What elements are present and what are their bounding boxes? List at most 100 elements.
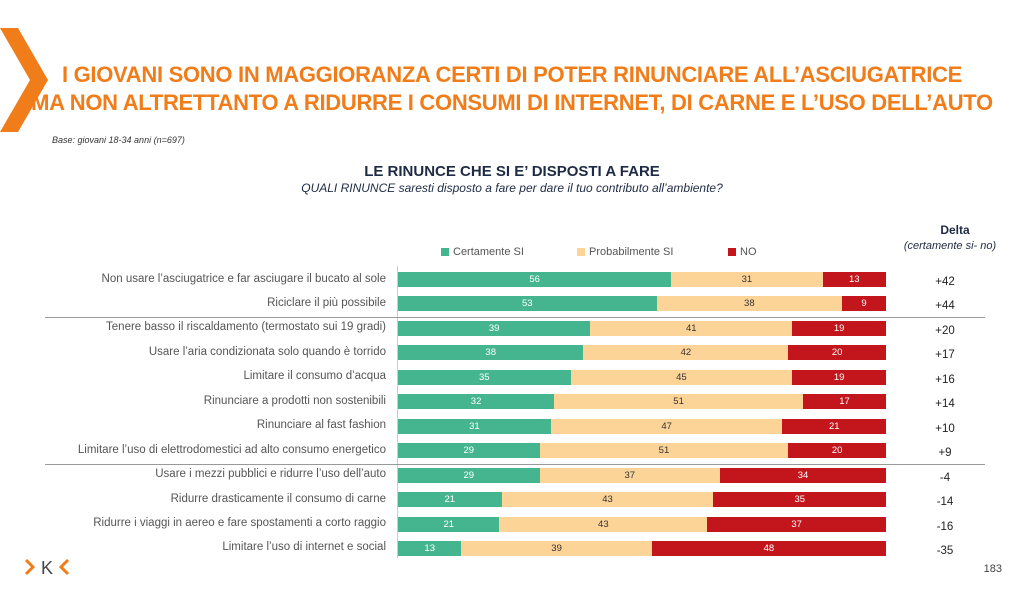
category-label: Usare i mezzi pubblici e ridurre l’uso d… [155, 468, 386, 481]
data-label: 21 [443, 518, 455, 530]
bar-no: 13 [822, 272, 886, 287]
legend-label: Probabilmente SI [589, 246, 674, 258]
data-label: 38 [744, 298, 755, 310]
bar-no: 9 [842, 296, 886, 312]
legend-swatch [441, 248, 449, 256]
title-line-1: I GIOVANI SONO IN MAGGIORANZA CERTI DI P… [62, 62, 962, 87]
chart-axis [397, 266, 398, 558]
data-label: 21 [444, 494, 456, 506]
data-label: 19 [833, 322, 845, 334]
data-label: 48 [763, 542, 775, 554]
data-label: 45 [676, 371, 687, 383]
data-label: 21 [828, 420, 840, 432]
data-label: 51 [673, 396, 684, 408]
category-label: Limitare il consumo d’acqua [243, 370, 386, 383]
legend-certamente: Certamente SI [441, 246, 524, 258]
data-label: 35 [478, 371, 490, 383]
base-note: Base: giovani 18-34 anni (n=697) [52, 135, 185, 145]
category-label: Limitare l’uso di elettrodomestici ad al… [77, 443, 386, 456]
delta-value: -14 [936, 496, 954, 509]
bar-certamente: 21 [398, 516, 500, 532]
bar-probabilmente: 45 [570, 369, 793, 385]
delta-value: +44 [935, 300, 955, 313]
delta-value: +20 [935, 324, 955, 337]
delta-header: Delta [940, 223, 970, 237]
legend-swatch [728, 248, 736, 256]
bar-certamente: 56 [398, 272, 672, 287]
bar-no: 48 [651, 540, 886, 556]
title-line-2: MA NON ALTRETTANTO A RIDURRE I CONSUMI D… [31, 90, 993, 115]
data-label: 43 [598, 518, 609, 530]
category-label: Tenere basso il riscaldamento (termostat… [106, 321, 386, 334]
logo-icon: K [24, 558, 70, 578]
chart-title: LE RINUNCE CHE SI E’ DISPOSTI A FARE [364, 163, 660, 180]
bar-certamente: 35 [398, 369, 571, 385]
data-label: 43 [602, 494, 613, 506]
bar-no: 20 [788, 443, 886, 459]
delta-value: +42 [935, 276, 955, 288]
category-label: Ridurre i viaggi in aereo e fare spostam… [93, 517, 386, 529]
data-label: 13 [424, 542, 435, 554]
bar-certamente: 38 [398, 345, 584, 361]
data-label: 20 [831, 445, 843, 457]
legend-swatch [577, 248, 585, 256]
legend-label: Certamente SI [453, 246, 524, 258]
category-label: Rinunciare a prodotti non sostenibili [203, 394, 386, 407]
data-label: 19 [833, 371, 845, 383]
bar-no: 37 [707, 516, 886, 532]
legend-no: NO [728, 246, 757, 258]
data-label: 51 [658, 445, 670, 457]
delta-subheader: (certamente si- no) [903, 240, 997, 252]
delta-value: +14 [935, 398, 955, 411]
delta-value: -35 [936, 544, 954, 557]
group-separator [45, 316, 985, 318]
bar-probabilmente: 43 [499, 516, 708, 532]
legend-label: NO [740, 246, 757, 258]
data-label: 9 [861, 298, 867, 310]
bar-probabilmente: 39 [461, 540, 652, 556]
bar-no: 35 [713, 492, 886, 508]
chevron-decoration-icon [0, 28, 48, 132]
bar-probabilmente: 38 [656, 296, 843, 312]
bar-no: 19 [792, 320, 886, 336]
data-label: 37 [624, 469, 636, 481]
chart-subtitle: QUALI RINUNCE saresti disposto a fare pe… [301, 181, 723, 195]
bar-probabilmente: 41 [590, 320, 793, 336]
bar-probabilmente: 47 [550, 418, 783, 434]
delta-value: +16 [935, 373, 955, 386]
data-label: 37 [791, 518, 802, 530]
category-label: Non usare l’asciugatrice e far asciugare… [101, 272, 386, 285]
data-label: 34 [797, 469, 809, 481]
bar-certamente: 21 [398, 492, 502, 508]
bar-probabilmente: 43 [501, 492, 714, 508]
bar-probabilmente: 51 [554, 394, 804, 410]
data-label: 20 [831, 347, 843, 359]
bar-certamente: 13 [398, 540, 462, 556]
bar-probabilmente: 31 [671, 272, 823, 287]
data-label: 47 [661, 420, 672, 432]
delta-value: +10 [935, 422, 955, 435]
delta-value: +9 [938, 447, 952, 460]
bar-certamente: 53 [398, 296, 657, 312]
delta-value: +17 [935, 349, 955, 362]
data-label: 41 [685, 322, 697, 334]
data-label: 39 [488, 322, 500, 334]
page-number: 183 [983, 563, 1002, 575]
bar-certamente: 32 [398, 394, 555, 410]
data-label: 13 [848, 274, 860, 285]
data-label: 32 [470, 396, 482, 408]
data-label: 39 [551, 542, 562, 554]
data-label: 42 [680, 347, 692, 359]
bar-no: 34 [720, 467, 886, 483]
bar-probabilmente: 37 [539, 467, 721, 483]
category-label: Riciclare il più possibile [267, 296, 386, 309]
data-label: 29 [463, 469, 475, 481]
bar-certamente: 29 [398, 467, 540, 483]
data-label: 31 [741, 274, 753, 285]
delta-value: -16 [936, 520, 954, 533]
bar-no: 21 [782, 418, 886, 434]
data-label: 31 [469, 420, 480, 432]
delta-value: -4 [939, 471, 951, 484]
bar-no: 19 [792, 369, 886, 385]
